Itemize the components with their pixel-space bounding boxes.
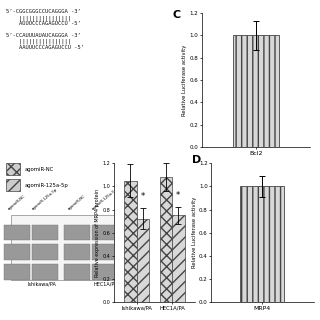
Text: agomiR-125a-5p: agomiR-125a-5p	[91, 187, 118, 211]
Bar	[172, 215, 185, 302]
Bar	[124, 180, 137, 302]
Bar	[137, 219, 149, 302]
Bar	[4, 225, 30, 240]
Bar	[92, 225, 118, 240]
Text: agomiR-125a-5p: agomiR-125a-5p	[31, 187, 58, 211]
Bar	[4, 264, 30, 280]
Bar	[64, 244, 90, 260]
Text: 5’-CGGCGGGCCUCAGGGA -3’
    ||||||||||||||||
    AUUUCCCAGAGUCCU -5’

5’-CCAUUUA: 5’-CGGCGGGCCUCAGGGA -3’ ||||||||||||||||…	[6, 9, 84, 50]
Text: C: C	[173, 10, 181, 20]
Bar	[92, 264, 118, 280]
Bar	[233, 35, 279, 147]
Text: *: *	[141, 192, 145, 202]
Bar	[240, 186, 284, 302]
Bar	[6, 163, 20, 175]
Text: HEC1A/PA: HEC1A/PA	[93, 282, 117, 287]
Bar	[64, 225, 90, 240]
Bar	[64, 264, 90, 280]
Bar	[160, 177, 172, 302]
Bar	[6, 179, 20, 191]
Text: agomiR-125a-5p: agomiR-125a-5p	[25, 183, 68, 188]
Text: agomiR-NC: agomiR-NC	[25, 167, 54, 172]
Bar	[4, 244, 30, 260]
Bar	[32, 264, 58, 280]
Text: agomiR-NC: agomiR-NC	[7, 194, 27, 211]
Bar	[32, 244, 58, 260]
Bar	[32, 225, 58, 240]
Text: Bcl2: Bcl2	[141, 230, 151, 234]
Text: agomiR-NC: agomiR-NC	[67, 194, 87, 211]
Y-axis label: Relative Luciferase activity: Relative Luciferase activity	[192, 197, 197, 268]
Text: β-actin: β-actin	[141, 270, 156, 274]
Text: Ishikawa/PA: Ishikawa/PA	[28, 282, 57, 287]
Bar	[11, 215, 137, 280]
Bar	[92, 244, 118, 260]
Y-axis label: Relative Luciferase activity: Relative Luciferase activity	[182, 44, 187, 116]
Text: D: D	[192, 155, 201, 165]
Text: MRP4: MRP4	[141, 250, 154, 254]
Y-axis label: Relative expression of MRP4 protein: Relative expression of MRP4 protein	[95, 189, 100, 277]
Text: *: *	[176, 191, 180, 200]
